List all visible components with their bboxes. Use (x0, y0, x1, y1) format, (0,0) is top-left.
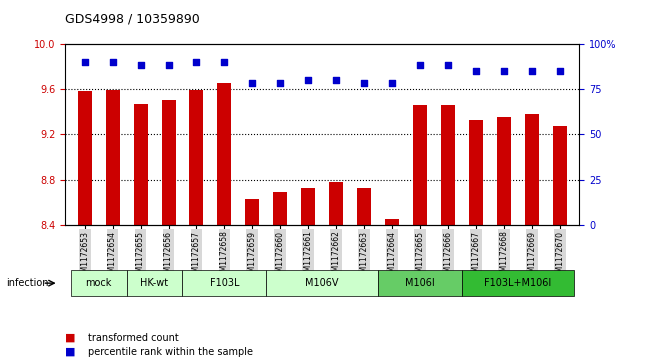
Bar (525, 114, 539, 225)
Text: F103L+M106I: F103L+M106I (484, 278, 551, 288)
Point (499, 68, 509, 74)
Point (191, 59, 202, 65)
Point (163, 62, 174, 68)
Point (555, 68, 565, 74)
Point (471, 68, 481, 74)
Bar (217, 83, 231, 225)
Bar (161, 100, 176, 225)
Bar (441, 105, 455, 225)
Bar (105, 90, 120, 225)
Bar (329, 182, 343, 225)
Text: M106V: M106V (305, 278, 339, 288)
Bar (357, 188, 371, 225)
Bar (273, 192, 287, 225)
Bar (413, 105, 427, 225)
Text: ■: ■ (65, 333, 76, 343)
Text: F103L: F103L (210, 278, 239, 288)
FancyBboxPatch shape (462, 270, 574, 296)
Point (219, 59, 230, 65)
Text: GDS4998 / 10359890: GDS4998 / 10359890 (65, 12, 200, 25)
Point (135, 62, 146, 68)
FancyBboxPatch shape (266, 270, 378, 296)
Point (359, 81, 369, 86)
Bar (385, 219, 399, 225)
Bar (301, 188, 315, 225)
FancyBboxPatch shape (71, 270, 126, 296)
Bar (245, 199, 259, 225)
FancyBboxPatch shape (182, 270, 266, 296)
Bar (133, 104, 148, 225)
Text: HK-wt: HK-wt (141, 278, 169, 288)
Point (527, 68, 537, 74)
Point (79, 59, 90, 65)
Point (275, 81, 286, 86)
Bar (553, 126, 567, 225)
Point (331, 77, 341, 83)
Text: M106I: M106I (405, 278, 435, 288)
FancyBboxPatch shape (378, 270, 462, 296)
Bar (77, 91, 92, 225)
Point (443, 62, 453, 68)
Text: infection: infection (7, 278, 49, 288)
Text: percentile rank within the sample: percentile rank within the sample (88, 347, 253, 357)
Bar (469, 119, 483, 225)
FancyBboxPatch shape (126, 270, 182, 296)
Text: mock: mock (85, 278, 112, 288)
Bar (497, 117, 511, 225)
Point (247, 81, 258, 86)
Point (415, 62, 425, 68)
Point (303, 77, 314, 83)
Text: transformed count: transformed count (88, 333, 178, 343)
Text: ■: ■ (65, 347, 76, 357)
Point (387, 81, 397, 86)
Point (107, 59, 118, 65)
Bar (189, 90, 204, 225)
